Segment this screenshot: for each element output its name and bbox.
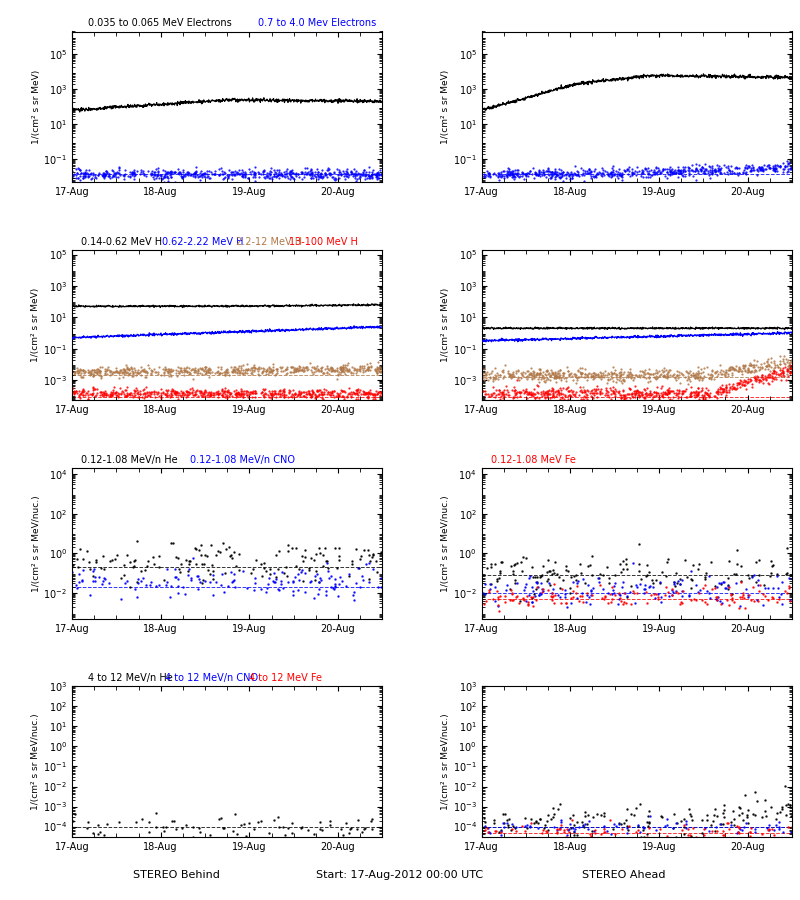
- Y-axis label: 1/(cm² s sr MeV/nuc.): 1/(cm² s sr MeV/nuc.): [31, 495, 41, 591]
- Text: 4 to 12 MeV Fe: 4 to 12 MeV Fe: [249, 673, 322, 683]
- Text: 0.62-2.22 MeV H: 0.62-2.22 MeV H: [162, 237, 243, 247]
- Y-axis label: 1/(cm² s sr MeV): 1/(cm² s sr MeV): [441, 69, 450, 144]
- Text: 0.12-1.08 MeV/n He: 0.12-1.08 MeV/n He: [82, 455, 178, 465]
- Text: 0.12-1.08 MeV Fe: 0.12-1.08 MeV Fe: [491, 455, 576, 465]
- Text: 13-100 MeV H: 13-100 MeV H: [290, 237, 358, 247]
- Text: 4 to 12 MeV/n He: 4 to 12 MeV/n He: [87, 673, 172, 683]
- Y-axis label: 1/(cm² s sr MeV): 1/(cm² s sr MeV): [31, 69, 41, 144]
- Text: 2.2-12 MeV H: 2.2-12 MeV H: [237, 237, 302, 247]
- Y-axis label: 1/(cm² s sr MeV/nuc.): 1/(cm² s sr MeV/nuc.): [441, 714, 450, 810]
- Text: 0.035 to 0.065 MeV Electrons: 0.035 to 0.065 MeV Electrons: [87, 19, 231, 29]
- Text: STEREO Ahead: STEREO Ahead: [582, 869, 666, 879]
- Text: 4 to 12 MeV/n CNO: 4 to 12 MeV/n CNO: [165, 673, 258, 683]
- Y-axis label: 1/(cm² s sr MeV): 1/(cm² s sr MeV): [31, 288, 40, 362]
- Y-axis label: 1/(cm² s sr MeV/nuc.): 1/(cm² s sr MeV/nuc.): [31, 714, 40, 810]
- Text: 0.14-0.62 MeV H: 0.14-0.62 MeV H: [82, 237, 162, 247]
- Y-axis label: 1/(cm² s sr MeV): 1/(cm² s sr MeV): [441, 288, 450, 362]
- Text: 0.7 to 4.0 Mev Electrons: 0.7 to 4.0 Mev Electrons: [258, 19, 377, 29]
- Y-axis label: 1/(cm² s sr MeV/nuc.): 1/(cm² s sr MeV/nuc.): [442, 495, 450, 591]
- Text: Start: 17-Aug-2012 00:00 UTC: Start: 17-Aug-2012 00:00 UTC: [317, 869, 483, 879]
- Text: STEREO Behind: STEREO Behind: [133, 869, 219, 879]
- Text: 0.12-1.08 MeV/n CNO: 0.12-1.08 MeV/n CNO: [190, 455, 295, 465]
